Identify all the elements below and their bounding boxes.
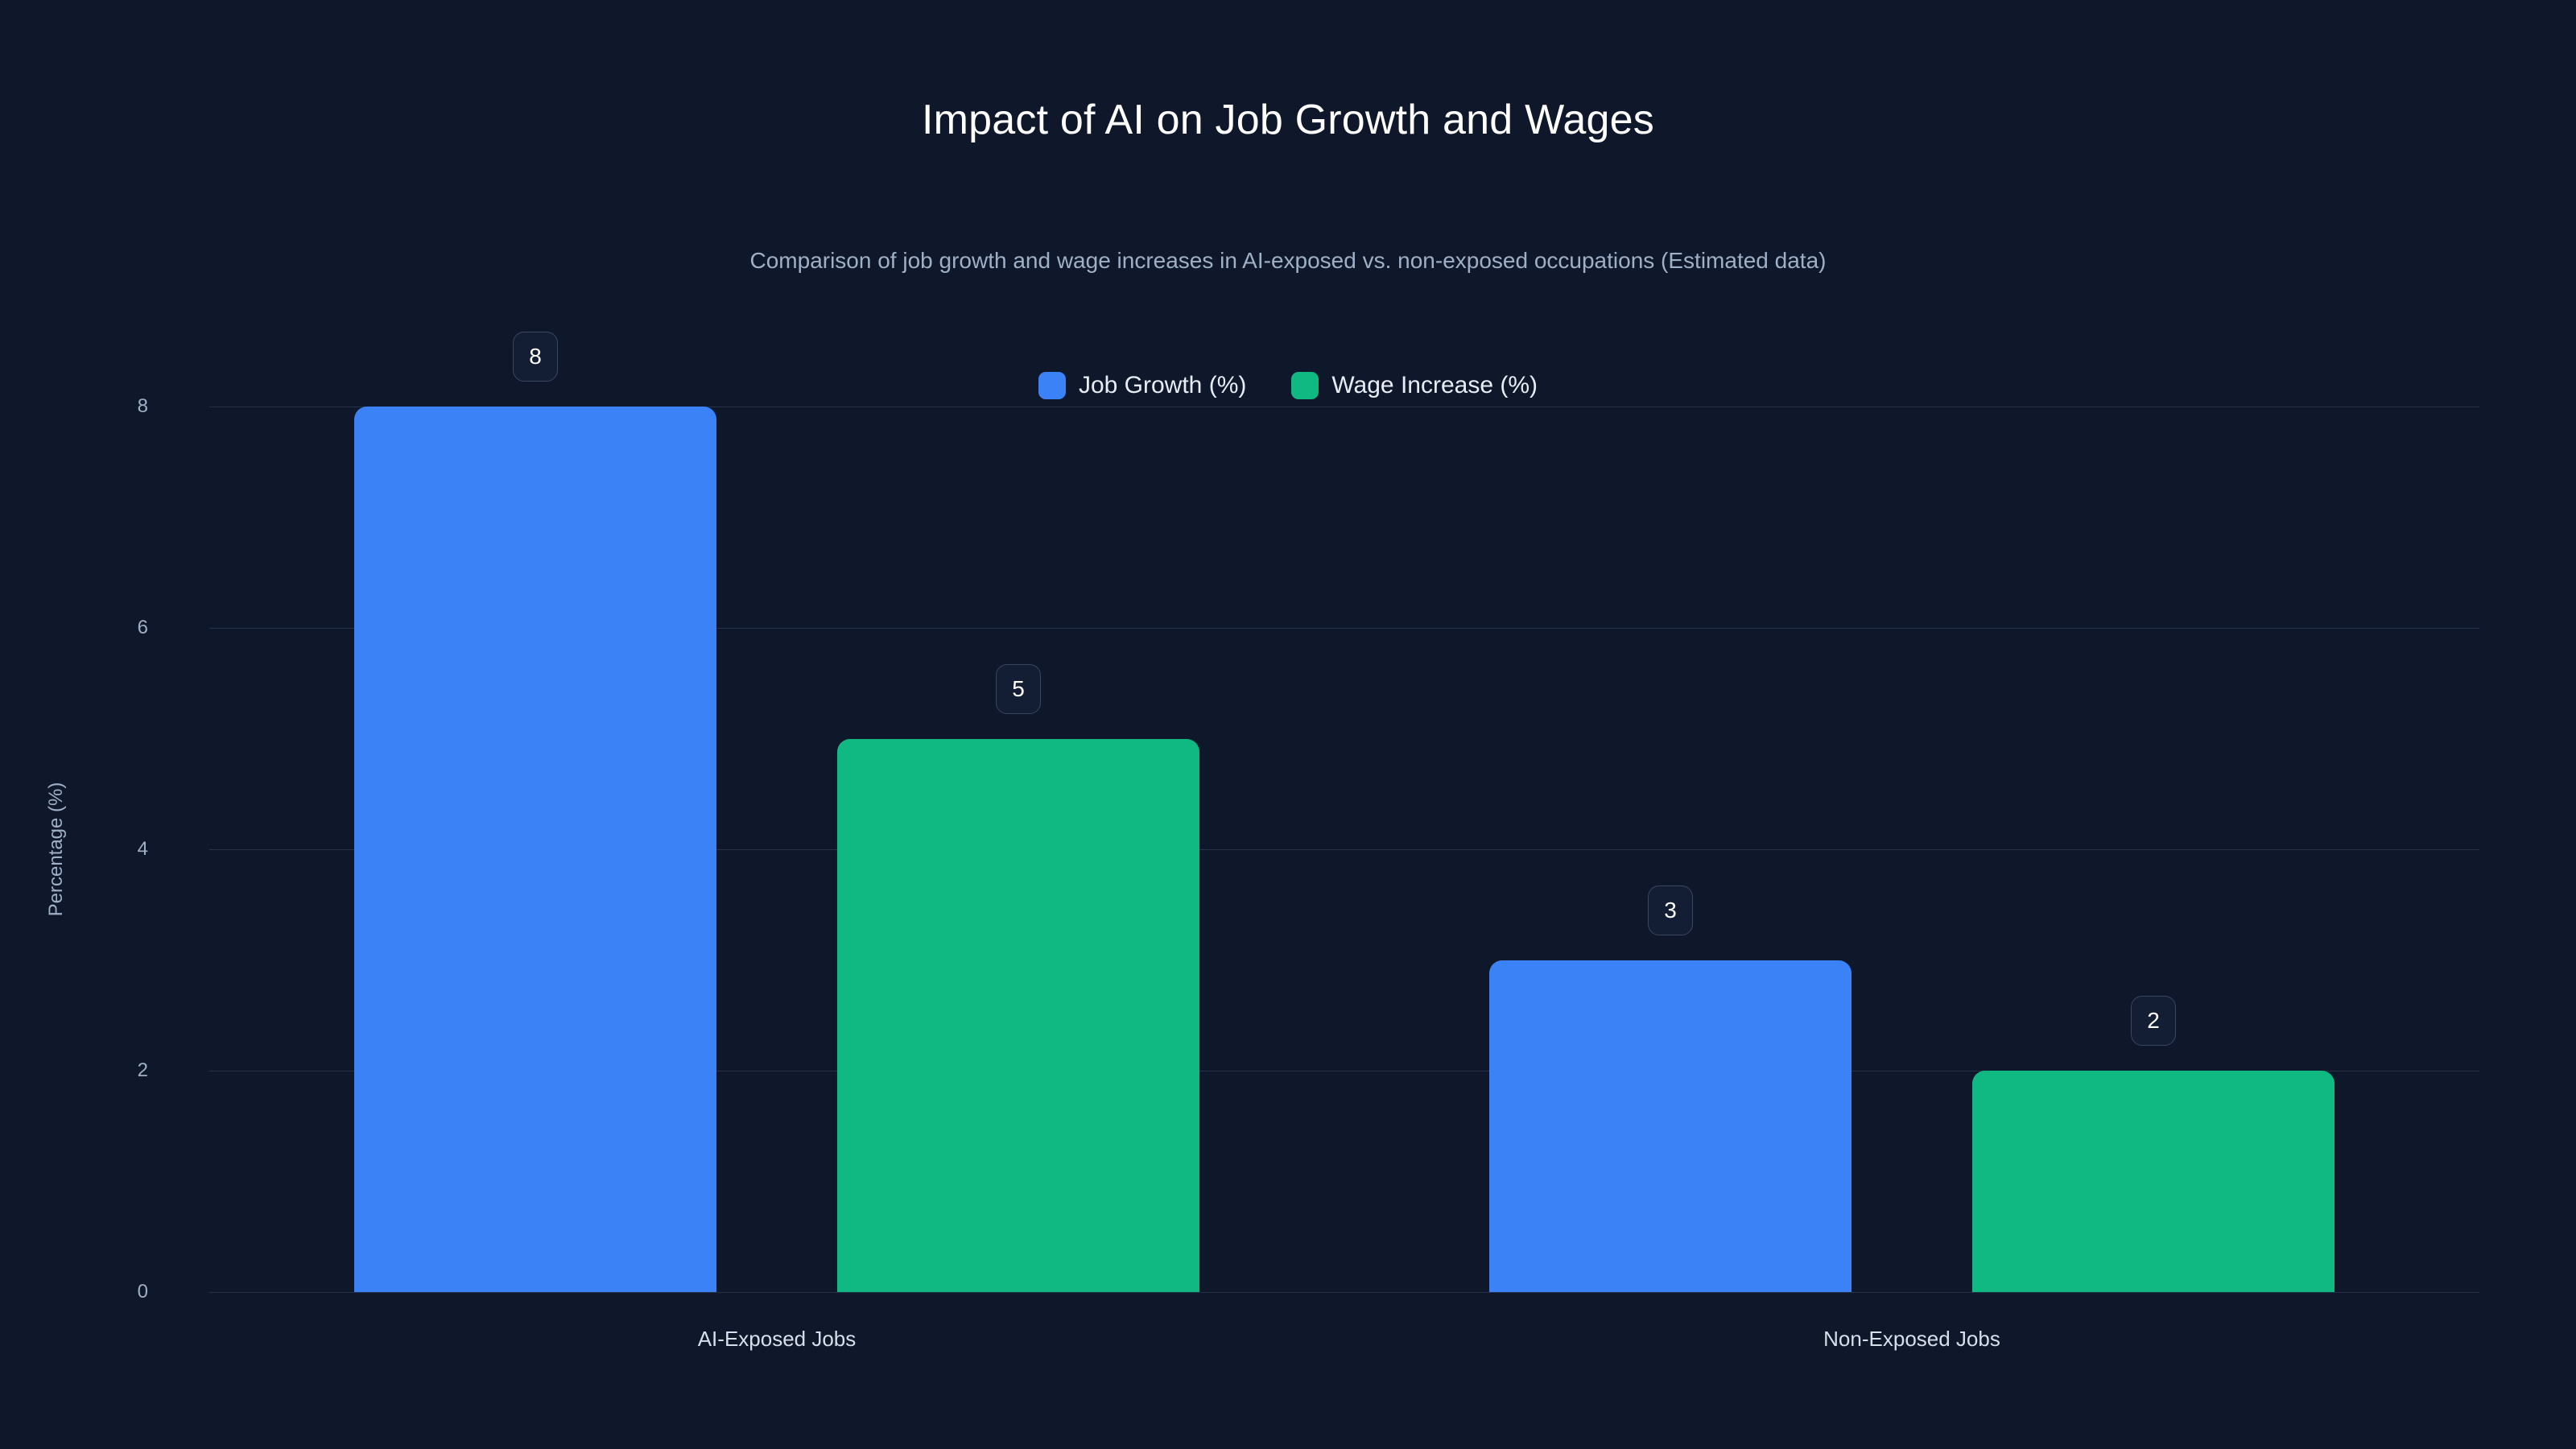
legend-swatch-icon	[1038, 372, 1066, 399]
y-axis-tick-label: 6	[137, 617, 148, 638]
chart-legend: Job Growth (%) Wage Increase (%)	[0, 372, 2576, 399]
y-axis-tick-label: 8	[137, 395, 148, 417]
chart-subtitle: Comparison of job growth and wage increa…	[749, 248, 1827, 273]
legend-swatch-icon	[1291, 372, 1319, 399]
legend-item-label: Job Growth (%)	[1078, 372, 1247, 398]
bar-value-badge: 5	[996, 663, 1041, 714]
gridline	[209, 1292, 2479, 1293]
bar[interactable]	[354, 407, 716, 1292]
bar[interactable]	[837, 738, 1199, 1292]
x-axis-tick-label: Non-Exposed Jobs	[1823, 1327, 2000, 1351]
plot-area: 8 5 3 2	[209, 332, 2479, 1293]
bar-value-badge: 8	[513, 332, 558, 382]
bar-value-badge: 2	[2131, 996, 2176, 1046]
legend-item-1[interactable]: Job Growth (%)	[1038, 372, 1246, 399]
gridline	[209, 628, 2479, 629]
chart-title: Impact of AI on Job Growth and Wages	[922, 97, 1654, 143]
y-axis-tick-label: 0	[137, 1281, 148, 1302]
y-axis-tick-label: 2	[137, 1059, 148, 1081]
legend-item-label: Wage Increase (%)	[1331, 372, 1538, 398]
legend-item-2[interactable]: Wage Increase (%)	[1291, 372, 1538, 399]
bar[interactable]	[1972, 1071, 2334, 1292]
y-axis-ticks: 0 2 4 6 8	[0, 395, 179, 1302]
bar-value-badge: 3	[1648, 885, 1693, 935]
gridline	[209, 849, 2479, 850]
y-axis-tick-label: 4	[137, 838, 148, 860]
bar[interactable]	[1489, 960, 1852, 1292]
x-axis-tick-label: AI-Exposed Jobs	[697, 1327, 857, 1351]
